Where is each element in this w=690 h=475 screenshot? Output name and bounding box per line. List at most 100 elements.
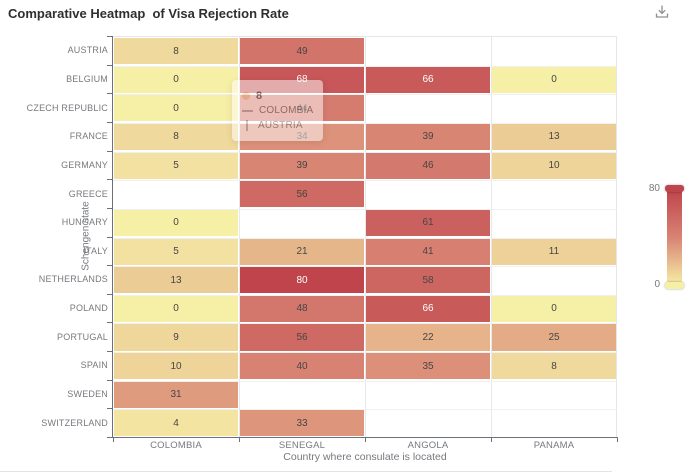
heatmap-cell[interactable]: 0 [114,295,238,322]
heatmap-cell[interactable]: 21 [240,238,364,265]
y-axis-tick [107,408,113,410]
x-axis-label: SENEGAL [278,440,326,451]
x-axis-tick [113,437,114,442]
heatmap-cell[interactable]: 49 [240,38,364,65]
y-axis-tick [107,437,113,438]
heatmap-cell[interactable]: 10 [114,353,238,380]
x-axis-tick [491,437,492,442]
x-axis-tick [365,437,366,442]
heatmap-cell[interactable]: 0 [492,66,616,93]
y-axis-tick [107,121,113,123]
y-axis-tick [107,93,113,95]
heatmap-plot-area[interactable]: 8 49 0 68 66 0 0 44 8 34 39 13 5 39 46 10 56 0 61 5 21 41 11 13… [113,36,617,438]
colorbar-handle-max[interactable] [665,185,684,192]
colorbar-handle-min[interactable] [665,282,684,289]
y-axis-tick [107,207,113,209]
heatmap-cell[interactable]: 5 [114,238,238,265]
heatmap-cell[interactable]: 0 [114,95,238,122]
chart-title: Comparative Heatmap of Visa Rejection Ra… [8,6,289,21]
grid-line-horizontal [113,65,617,67]
y-axis-label: BELGIUM [66,73,108,84]
y-axis-tick [107,265,113,267]
heatmap-cell[interactable]: 44 [240,95,364,122]
heatmap-cell[interactable]: 66 [366,295,490,322]
heatmap-cell[interactable]: 80 [240,267,364,294]
heatmap-cell[interactable]: 56 [240,181,364,208]
y-axis-tick [107,379,113,381]
y-axis-tick [107,36,113,37]
heatmap-cell[interactable]: 66 [366,66,490,93]
heatmap-cell[interactable]: 68 [240,66,364,93]
grid-line-horizontal [113,294,617,296]
x-axis-label: PANAMA [533,440,575,451]
y-axis-label: HUNGARY [61,217,108,228]
heatmap-cell[interactable]: 13 [114,267,238,294]
heatmap-cell[interactable]: 9 [114,324,238,351]
grid-line-horizontal [113,180,617,182]
heatmap-cell[interactable]: 11 [492,238,616,265]
grid-line-horizontal [113,380,617,382]
grid-line-horizontal [113,409,617,411]
heatmap-cell[interactable]: 8 [114,38,238,65]
heatmap-cell[interactable]: 56 [240,324,364,351]
y-axis-tick [107,322,113,324]
y-axis-tick [107,351,113,353]
colorbar-max-label: 80 [648,183,660,194]
y-axis-label: GERMANY [61,159,108,170]
grid-line-horizontal [113,122,617,124]
x-axis-label: ANGOLA [407,440,449,451]
heatmap-cell[interactable]: 58 [366,267,490,294]
heatmap-cell[interactable]: 8 [114,123,238,151]
x-axis-title: Country where consulate is located [283,451,447,463]
grid-line-horizontal [113,266,617,268]
grid-line-horizontal [113,323,617,325]
heatmap-cell[interactable]: 31 [114,381,238,408]
y-axis-label: AUSTRIA [67,45,108,56]
grid-line-horizontal [113,94,617,96]
heatmap-cell[interactable]: 39 [240,152,364,179]
y-axis-label: CZECH REPUBLIC [26,102,108,113]
heatmap-cell[interactable]: 8 [492,353,616,380]
y-axis-label: POLAND [69,303,108,314]
grid-line-horizontal [113,352,617,354]
heatmap-cell[interactable]: 0 [114,66,238,93]
y-axis-label: NETHERLANDS [38,274,108,285]
y-axis-label: PORTUGAL [57,331,108,342]
x-axis-label: COLOMBIA [150,440,202,451]
heatmap-cell[interactable]: 48 [240,295,364,322]
heatmap-cell[interactable]: 4 [114,410,238,437]
y-axis-tick [107,64,113,66]
y-axis-label: SPAIN [80,360,108,371]
heatmap-cell[interactable]: 33 [240,410,364,437]
heatmap-cell[interactable]: 61 [366,209,490,236]
heatmap-cell[interactable]: 10 [492,152,616,179]
heatmap-cell[interactable]: 5 [114,152,238,179]
heatmap-cell[interactable]: 39 [366,123,490,151]
y-axis-label: SWEDEN [67,389,108,400]
heatmap-cell[interactable]: 40 [240,353,364,380]
grid-line-horizontal [113,208,617,210]
colorbar-min-label: 0 [654,279,660,290]
heatmap-cell[interactable]: 25 [492,324,616,351]
y-axis-tick [107,150,113,152]
y-axis-tick [107,236,113,238]
heatmap-cell[interactable]: 41 [366,238,490,265]
grid-line-horizontal [113,151,617,153]
y-axis-label: ITALY [83,245,108,256]
y-axis-label: GREECE [68,188,108,199]
grid-line-horizontal [113,237,617,239]
y-axis-tick [107,293,113,295]
heatmap-cell[interactable]: 0 [492,295,616,322]
heatmap-cell[interactable]: 22 [366,324,490,351]
heatmap-cell[interactable]: 13 [492,123,616,151]
heatmap-cell[interactable]: 35 [366,353,490,380]
heatmap-cell[interactable]: 0 [114,209,238,236]
y-axis-tick [107,179,113,181]
colorbar-gradient[interactable] [667,189,682,285]
heatmap-cell[interactable]: 34 [240,123,364,151]
x-axis-tick [617,437,618,442]
download-icon-glyph [655,5,669,18]
heatmap-cell[interactable]: 46 [366,152,490,179]
download-icon[interactable] [653,3,671,21]
x-axis-tick [239,437,240,442]
